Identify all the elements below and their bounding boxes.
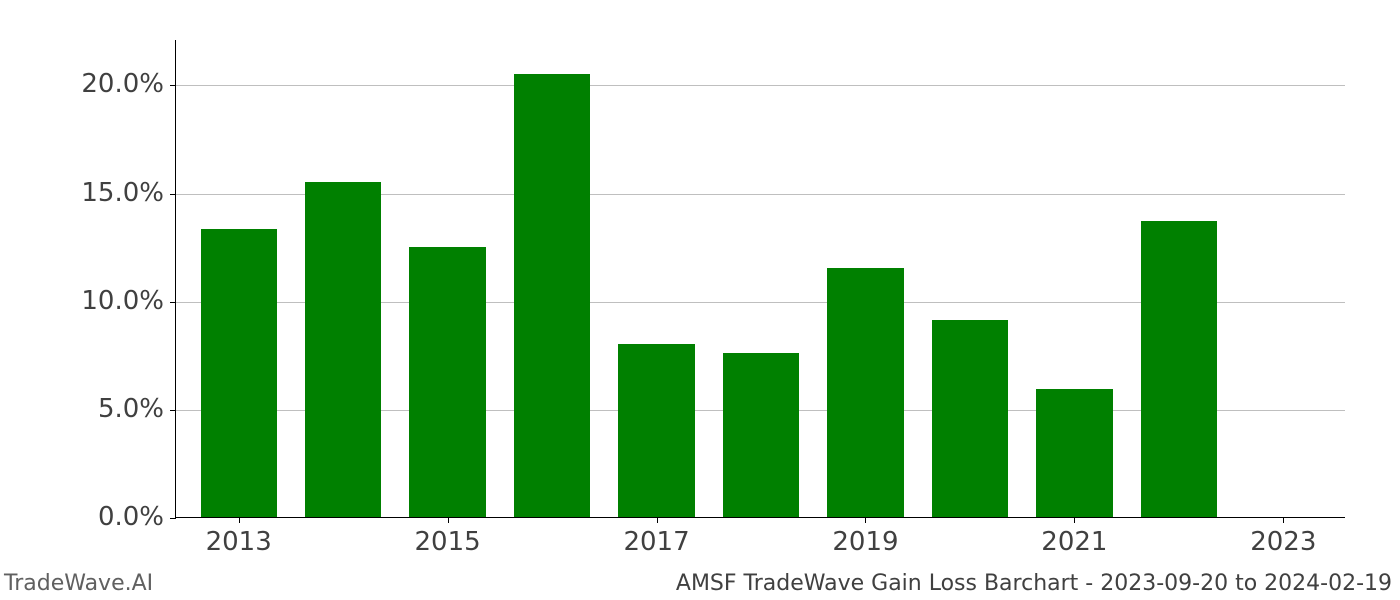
bar — [1141, 221, 1217, 517]
figure: 0.0% 5.0% 10.0% 15.0% 20.0% 2013 2015 2017 2019 2… — [0, 0, 1400, 600]
bar — [827, 268, 903, 517]
bar — [723, 353, 799, 517]
brand-watermark: TradeWave.AI — [4, 571, 153, 596]
xtick-label: 2019 — [832, 517, 898, 557]
bar — [514, 74, 590, 517]
xtick-label: 2015 — [415, 517, 481, 557]
chart-caption: AMSF TradeWave Gain Loss Barchart - 2023… — [676, 571, 1392, 596]
bar — [618, 344, 694, 517]
bar — [932, 320, 1008, 517]
bar — [305, 182, 381, 517]
gain-loss-barchart: 0.0%5.0%10.0%15.0%20.0%20132015201720192… — [175, 40, 1345, 518]
bar — [1036, 389, 1112, 517]
xtick-label: 2017 — [623, 517, 689, 557]
bar — [409, 247, 485, 517]
ytick-label: 5.0% — [98, 394, 176, 424]
ytick-label: 0.0% — [98, 502, 176, 532]
xtick-label: 2023 — [1250, 517, 1316, 557]
ytick-label: 20.0% — [81, 69, 176, 99]
ytick-label: 15.0% — [81, 178, 176, 208]
xtick-label: 2013 — [206, 517, 272, 557]
gridline — [176, 85, 1345, 86]
bar — [201, 229, 277, 517]
xtick-label: 2021 — [1041, 517, 1107, 557]
ytick-label: 10.0% — [81, 286, 176, 316]
